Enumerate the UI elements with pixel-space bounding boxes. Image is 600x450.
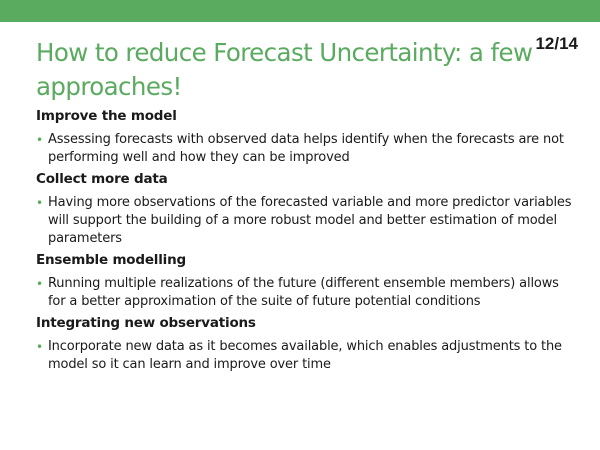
bullet-text: Incorporate new data as it becomes avail… bbox=[48, 339, 562, 372]
slide-content: Improve the model • Assessing forecasts … bbox=[36, 107, 576, 377]
bullet-text: Assessing forecasts with observed data h… bbox=[48, 132, 564, 165]
bullet-dot-icon: • bbox=[36, 340, 44, 354]
bullet-dot-icon: • bbox=[36, 277, 44, 291]
bullet-text: Having more observations of the forecast… bbox=[48, 195, 572, 246]
page-number: 12/14 bbox=[535, 34, 578, 53]
section-ensemble-modelling: Ensemble modelling • Running multiple re… bbox=[36, 251, 576, 311]
bullet-item: • Incorporate new data as it becomes ava… bbox=[36, 338, 576, 374]
bullet-item: • Assessing forecasts with observed data… bbox=[36, 131, 576, 167]
section-heading: Collect more data bbox=[36, 171, 168, 187]
bullet-text: Running multiple realizations of the fut… bbox=[48, 276, 559, 309]
top-accent-bar bbox=[0, 0, 600, 22]
bullet-item: • Having more observations of the foreca… bbox=[36, 194, 576, 248]
section-heading: Integrating new observations bbox=[36, 315, 256, 331]
section-integrating-observations: Integrating new observations • Incorpora… bbox=[36, 314, 576, 374]
section-collect-data: Collect more data • Having more observat… bbox=[36, 170, 576, 248]
bullet-item: • Running multiple realizations of the f… bbox=[36, 275, 576, 311]
section-improve-model: Improve the model • Assessing forecasts … bbox=[36, 107, 576, 167]
bullet-dot-icon: • bbox=[36, 133, 44, 147]
section-heading: Improve the model bbox=[36, 108, 177, 124]
section-heading: Ensemble modelling bbox=[36, 252, 186, 268]
slide-title: How to reduce Forecast Uncertainty: a fe… bbox=[36, 38, 533, 101]
bullet-dot-icon: • bbox=[36, 196, 44, 210]
